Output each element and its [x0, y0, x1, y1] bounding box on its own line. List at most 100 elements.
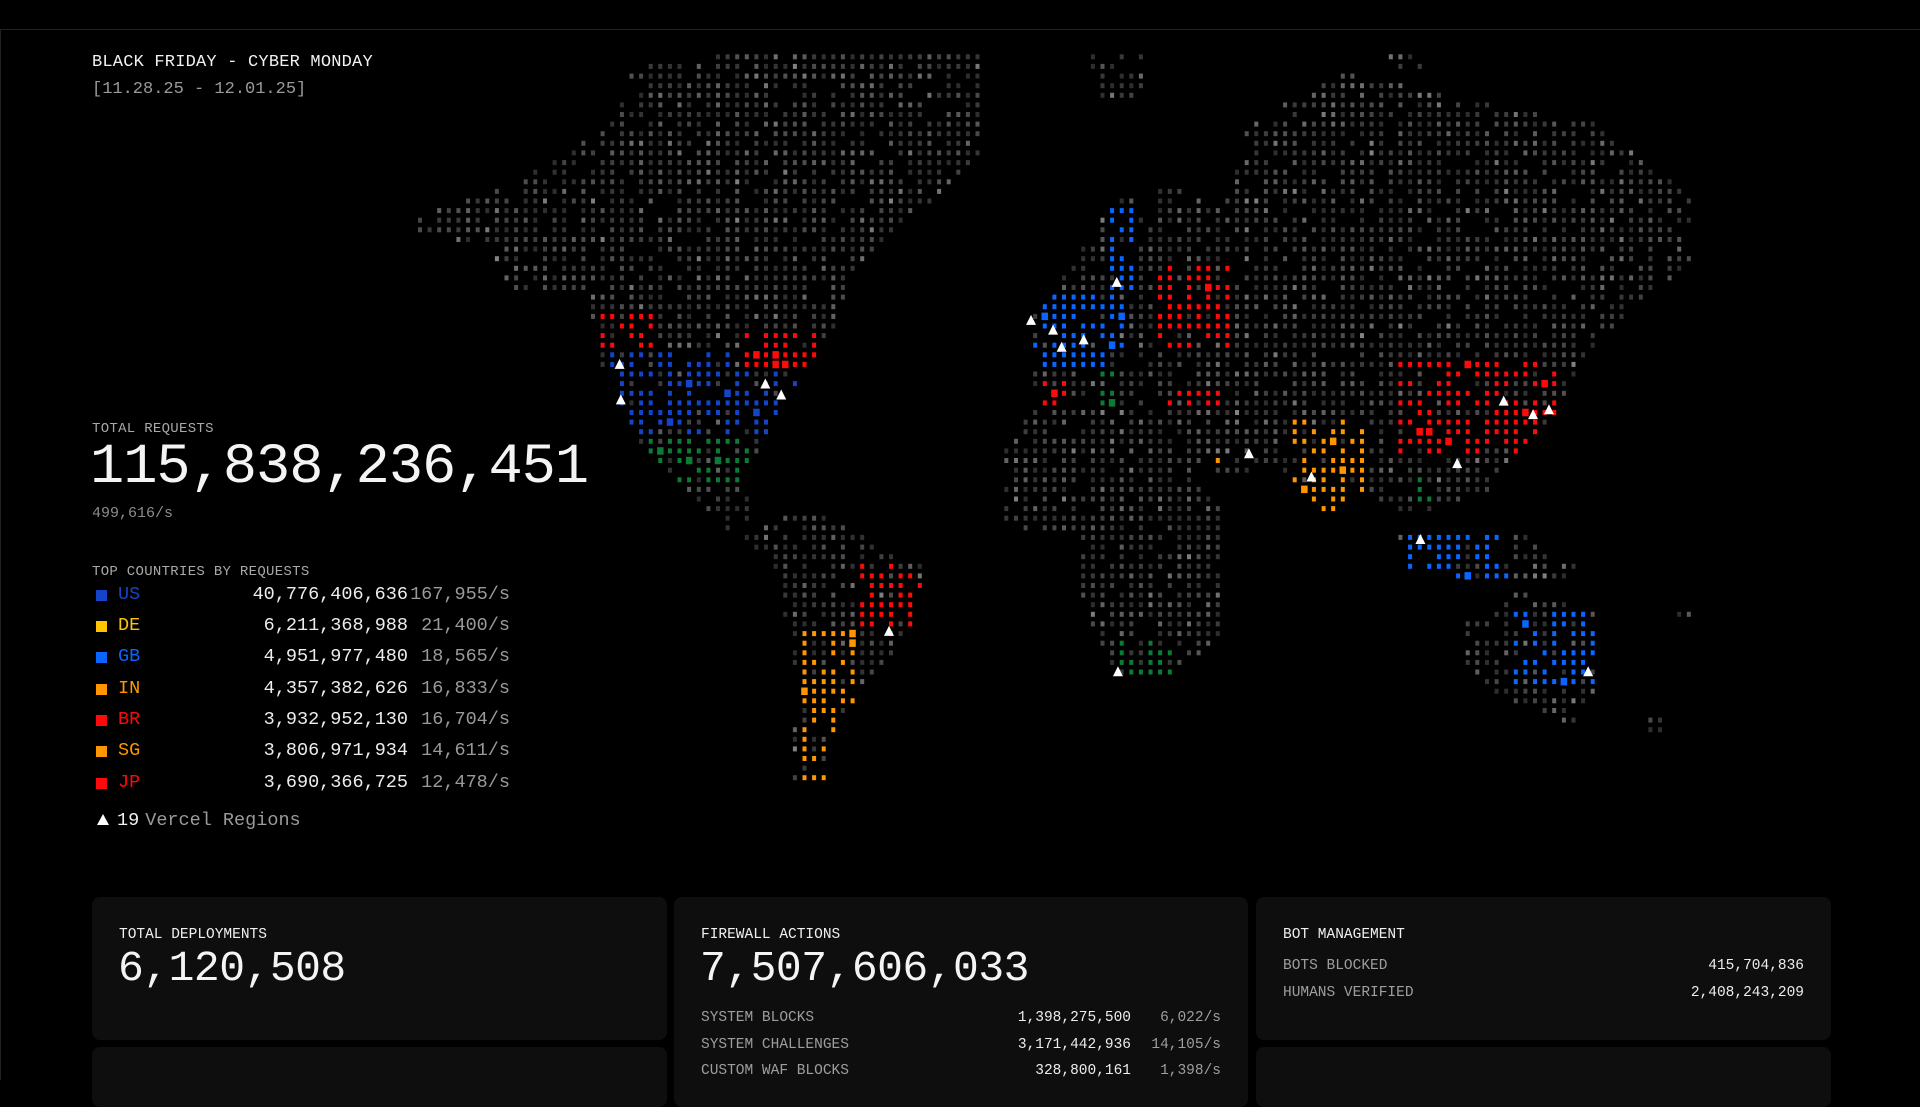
land-dot [1369, 112, 1374, 117]
traffic-dot [1426, 428, 1433, 436]
land-dot [600, 304, 605, 310]
land-dot [1119, 525, 1124, 531]
land-dot [619, 188, 624, 194]
land-dot [1273, 169, 1278, 175]
land-dot [1398, 121, 1403, 127]
land-dot [1052, 410, 1057, 415]
land-dot [1331, 275, 1336, 281]
land-dot [1533, 275, 1537, 281]
land-dot [1292, 140, 1297, 146]
land-dot [1148, 227, 1153, 233]
land-dot [1071, 438, 1076, 444]
land-dot [1138, 583, 1143, 588]
land-dot [956, 54, 961, 60]
traffic-dot [1062, 342, 1066, 348]
land-dot [956, 121, 961, 127]
traffic-dot [792, 361, 797, 367]
traffic-dot [792, 352, 797, 358]
land-dot [639, 208, 644, 214]
land-dot [1283, 294, 1288, 300]
land-dot [802, 208, 807, 214]
land-dot [1533, 573, 1537, 579]
land-dot [1619, 150, 1624, 156]
land-dot [1129, 486, 1134, 492]
land-dot [1619, 246, 1624, 252]
land-dot [1119, 438, 1124, 444]
traffic-dot [677, 448, 682, 454]
land-dot [667, 275, 672, 281]
land-dot [716, 246, 720, 252]
land-dot [1340, 102, 1345, 108]
land-dot [1129, 381, 1134, 387]
land-dot [773, 227, 778, 233]
land-dot [908, 112, 913, 117]
land-dot [696, 131, 701, 137]
land-dot [667, 246, 672, 252]
land-dot [1244, 237, 1249, 242]
traffic-dot [724, 389, 731, 397]
land-dot [850, 121, 855, 127]
land-dot [1302, 102, 1307, 108]
land-dot [1609, 140, 1614, 146]
land-dot [1081, 467, 1086, 473]
traffic-dot [1187, 285, 1191, 290]
land-dot [1090, 63, 1095, 69]
land-dot [1456, 496, 1461, 502]
vercel-region-triangle-icon [1048, 324, 1059, 335]
land-dot [821, 573, 826, 579]
land-dot [1014, 438, 1018, 444]
land-dot [812, 102, 817, 108]
land-dot [1052, 438, 1057, 444]
land-dot [840, 208, 845, 214]
land-dot [504, 208, 509, 214]
land-dot [1369, 390, 1374, 396]
land-dot [1542, 361, 1547, 367]
land-dot [927, 140, 932, 146]
traffic-dot [696, 381, 701, 387]
land-dot [1667, 188, 1672, 194]
traffic-dot [1090, 304, 1095, 310]
traffic-dot [1100, 361, 1105, 367]
land-dot [840, 131, 845, 137]
land-dot [677, 188, 682, 194]
land-dot [1331, 112, 1336, 117]
land-dot [1369, 342, 1374, 348]
land-dot [831, 323, 836, 329]
land-dot [1148, 458, 1153, 463]
land-dot [831, 73, 836, 79]
land-dot [1119, 410, 1124, 415]
land-dot [1340, 275, 1345, 281]
land-dot [1273, 188, 1278, 194]
traffic-dot [773, 400, 778, 406]
traffic-dot [1081, 361, 1086, 367]
land-dot [1215, 381, 1220, 387]
land-dot [1273, 179, 1278, 185]
land-dot [1129, 611, 1134, 617]
land-dot [1360, 237, 1364, 242]
land-dot [735, 246, 740, 252]
land-dot [706, 150, 711, 156]
land-dot [1292, 237, 1297, 242]
traffic-dot [908, 592, 913, 598]
land-dot [619, 112, 624, 117]
land-dot [1263, 198, 1268, 204]
land-dot [1379, 83, 1384, 89]
land-dot [648, 131, 653, 137]
land-dot [1581, 275, 1586, 281]
land-dot [716, 496, 720, 502]
land-dot [610, 179, 615, 185]
traffic-dot [1119, 285, 1124, 290]
land-dot [1629, 188, 1634, 194]
traffic-dot [1052, 313, 1057, 319]
land-dot [1225, 400, 1230, 406]
land-dot [1571, 313, 1576, 319]
land-dot [1494, 112, 1499, 117]
land-dot [581, 150, 586, 156]
traffic-dot [1119, 323, 1124, 329]
land-dot [1436, 246, 1441, 252]
land-dot [1408, 237, 1413, 242]
land-dot [1273, 304, 1278, 310]
traffic-dot [1504, 381, 1509, 387]
land-dot [1331, 361, 1336, 367]
traffic-dot [812, 775, 817, 781]
